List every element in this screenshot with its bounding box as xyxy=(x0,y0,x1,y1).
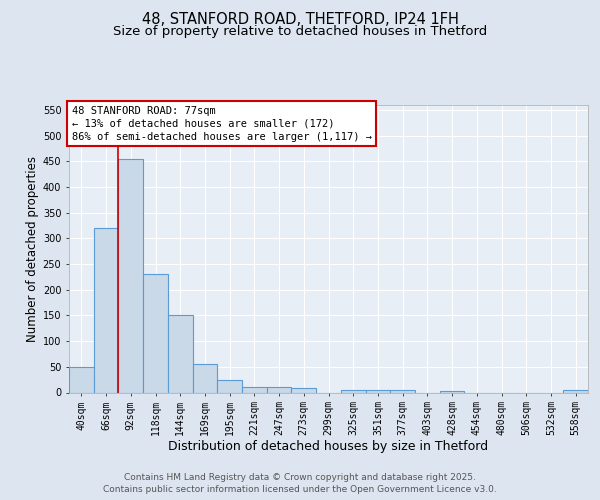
Bar xyxy=(563,390,588,392)
Bar xyxy=(341,390,365,392)
Text: Contains HM Land Registry data © Crown copyright and database right 2025.
Contai: Contains HM Land Registry data © Crown c… xyxy=(103,472,497,494)
Bar xyxy=(94,228,118,392)
Text: Size of property relative to detached houses in Thetford: Size of property relative to detached ho… xyxy=(113,25,487,38)
Bar xyxy=(69,367,94,392)
Bar xyxy=(217,380,242,392)
Bar xyxy=(193,364,217,392)
Bar xyxy=(390,390,415,392)
Text: 48 STANFORD ROAD: 77sqm
← 13% of detached houses are smaller (172)
86% of semi-d: 48 STANFORD ROAD: 77sqm ← 13% of detache… xyxy=(71,106,371,142)
Text: 48, STANFORD ROAD, THETFORD, IP24 1FH: 48, STANFORD ROAD, THETFORD, IP24 1FH xyxy=(142,12,458,28)
Bar xyxy=(440,391,464,392)
Bar xyxy=(267,388,292,392)
Bar xyxy=(143,274,168,392)
Bar xyxy=(118,159,143,392)
Bar xyxy=(292,388,316,392)
Bar xyxy=(168,316,193,392)
X-axis label: Distribution of detached houses by size in Thetford: Distribution of detached houses by size … xyxy=(169,440,488,452)
Bar xyxy=(242,388,267,392)
Y-axis label: Number of detached properties: Number of detached properties xyxy=(26,156,38,342)
Bar xyxy=(365,390,390,392)
